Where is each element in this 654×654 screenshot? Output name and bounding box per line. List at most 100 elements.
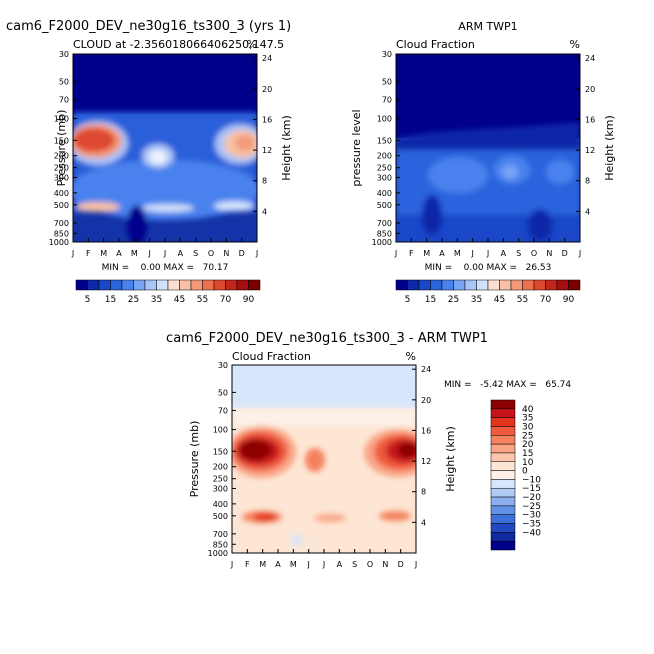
colorbar-swatch — [490, 470, 516, 480]
panel-model-subtitle: CLOUD at -2.356018066406250,147.5 — [73, 38, 284, 51]
colorbar-label: 15 — [425, 295, 436, 305]
panel-obs-ylabel-right: Height (km) — [603, 115, 616, 181]
colorbar-swatch — [464, 279, 477, 291]
colorbar-label: 15 — [522, 449, 533, 459]
colorbar-swatch — [490, 514, 516, 524]
colorbar-swatch — [441, 279, 454, 291]
month-tick-label: O — [208, 249, 214, 258]
month-tick-label: O — [367, 560, 373, 569]
month-tick-label: M — [100, 249, 107, 258]
panel-model-field — [73, 54, 257, 242]
height-tick-label: 8 — [421, 488, 426, 497]
month-tick-label: A — [501, 249, 507, 258]
pressure-tick-label: 250 — [377, 164, 392, 173]
pressure-tick-label: 700 — [377, 219, 392, 228]
colorbar-swatch — [490, 479, 516, 489]
colorbar-label: 35 — [151, 295, 162, 305]
pressure-tick-label: 1000 — [49, 238, 69, 247]
pressure-tick-label: 30 — [59, 50, 69, 59]
panel-diff-units: % — [406, 350, 416, 363]
colorbar-swatch — [490, 532, 516, 542]
pressure-tick-label: 400 — [213, 500, 228, 509]
colorbar-swatch — [248, 279, 261, 291]
month-tick-label: J — [163, 249, 166, 258]
pressure-tick-label: 300 — [377, 173, 392, 182]
pressure-tick-label: 250 — [213, 475, 228, 484]
colorbar-swatch — [490, 408, 516, 418]
pressure-tick-label: 1000 — [208, 549, 228, 558]
month-tick-label: J — [470, 249, 473, 258]
colorbar-swatch — [179, 279, 192, 291]
height-tick-label: 16 — [262, 115, 272, 124]
pressure-tick-label: 150 — [54, 136, 69, 145]
month-tick-label: J — [147, 249, 150, 258]
pressure-tick-label: 100 — [54, 115, 69, 124]
colorbar-swatch — [121, 279, 134, 291]
pressure-tick-label: 850 — [377, 229, 392, 238]
colorbar-label: −15 — [522, 484, 541, 494]
height-tick-label: 12 — [262, 146, 272, 155]
panel-model: cam6_F2000_DEV_ne30g16_ts300_3 (yrs 1) C… — [6, 19, 293, 305]
colorbar-label: −10 — [522, 475, 541, 485]
month-tick-label: A — [439, 249, 445, 258]
month-tick-label: M — [259, 560, 266, 569]
colorbar-swatch — [453, 279, 466, 291]
pressure-tick-label: 50 — [59, 77, 69, 86]
pressure-tick-label: 700 — [54, 219, 69, 228]
month-tick-label: S — [193, 249, 198, 258]
height-tick-label: 20 — [585, 85, 595, 94]
month-tick-label: J — [71, 249, 74, 258]
panel-obs: ARM TWP1 Cloud Fraction % 30 50 70 100 150 20… — [350, 20, 616, 305]
pressure-tick-label: 200 — [377, 152, 392, 161]
month-tick-label: A — [116, 249, 122, 258]
colorbar-swatch — [133, 279, 146, 291]
panel-diff-ylabel: Pressure (mb) — [188, 421, 201, 498]
colorbar-swatch — [490, 496, 516, 507]
colorbar-obs: 5 15 25 35 45 55 70 90 — [395, 279, 581, 305]
colorbar-swatch — [225, 279, 238, 291]
colorbar-swatch — [545, 279, 558, 291]
colorbar-label: −35 — [522, 520, 541, 530]
colorbar-swatch — [490, 417, 516, 427]
colorbar-label: 55 — [517, 295, 528, 305]
panel-diff-field — [232, 365, 416, 553]
panel-obs-stats: MIN = 0.00 MAX = 26.53 — [425, 263, 552, 273]
month-tick-label: N — [382, 560, 388, 569]
panel-model-ylabel-right: Height (km) — [280, 115, 293, 181]
colorbar-label: 70 — [540, 295, 552, 305]
colorbar-swatch — [98, 279, 111, 291]
pressure-tick-label: 30 — [218, 361, 228, 370]
month-tick-label: J — [394, 249, 397, 258]
pressure-tick-label: 70 — [59, 95, 69, 104]
pressure-tick-label: 70 — [382, 95, 392, 104]
panel-obs-units: % — [570, 38, 580, 51]
colorbar-label: −25 — [522, 502, 541, 512]
pressure-tick-label: 850 — [54, 229, 69, 238]
colorbar-swatch — [476, 279, 489, 291]
month-tick-label: S — [352, 560, 357, 569]
colorbar-swatch — [490, 523, 516, 533]
colorbar-swatch — [490, 452, 516, 463]
colorbar-label: 20 — [522, 440, 534, 450]
colorbar-label: −40 — [522, 528, 541, 538]
pressure-tick-label: 500 — [213, 512, 228, 521]
month-tick-label: D — [239, 249, 245, 258]
pressure-tick-label: 250 — [54, 164, 69, 173]
colorbar-swatch — [556, 279, 569, 291]
colorbar-swatch — [522, 279, 535, 291]
month-tick-label: J — [322, 560, 325, 569]
height-tick-label: 8 — [585, 177, 590, 186]
pressure-tick-label: 50 — [218, 388, 228, 397]
colorbar-label: 40 — [522, 405, 534, 415]
colorbar-swatch — [144, 279, 157, 291]
colorbar-label: 10 — [522, 458, 534, 468]
colorbar-swatch — [156, 279, 169, 291]
colorbar-swatch — [75, 279, 88, 291]
colorbar-label: 0 — [522, 467, 528, 477]
colorbar-swatch — [490, 505, 516, 515]
colorbar-label: 45 — [174, 295, 185, 305]
height-tick-label: 24 — [262, 54, 272, 63]
pressure-tick-label: 300 — [213, 484, 228, 493]
